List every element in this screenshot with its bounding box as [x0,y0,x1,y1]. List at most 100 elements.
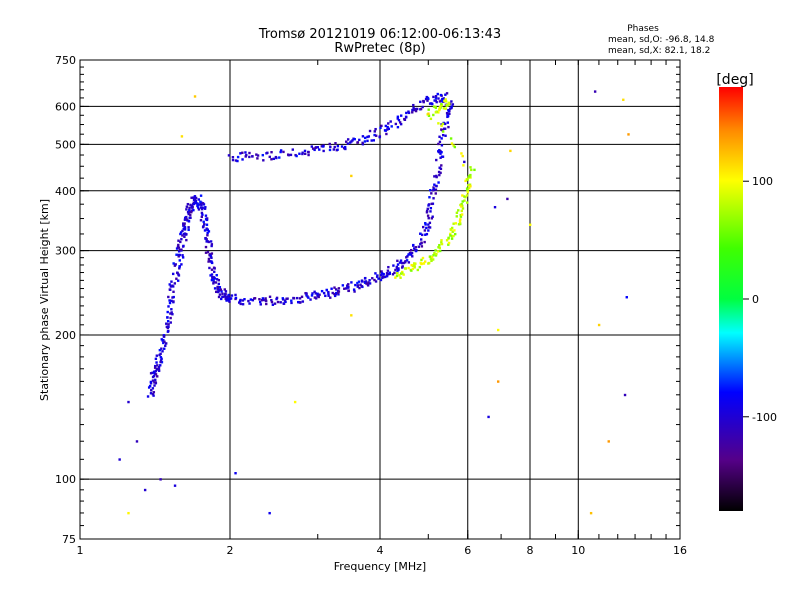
echo-point [434,254,438,257]
echo-point [209,254,212,257]
echo-point [172,290,175,293]
echo-point [154,364,157,368]
echo-point [175,277,178,280]
echo-point [258,298,261,301]
echo-point [157,367,161,371]
echo-point [357,280,361,283]
echo-point [185,233,188,236]
echo-point [164,344,167,347]
echo-point [292,297,296,300]
echo-point [204,206,207,209]
echo-point [324,294,327,298]
echo-point [445,239,449,242]
echo-point [156,375,159,378]
echo-point [149,372,153,375]
echo-point [430,259,433,263]
y-tick-label: 200 [55,329,76,342]
echo-point [201,206,204,209]
echo-point [216,285,219,289]
echo-point [311,292,314,295]
echo-point [328,142,331,146]
echo-point [440,164,443,167]
echo-point [366,139,369,143]
echo-point [214,281,218,284]
echo-point [212,278,215,282]
colorbar-tick-label: 0 [752,293,759,306]
echo-point [159,359,163,362]
echo-point [426,207,429,211]
echo-point [623,393,627,397]
echo-point [353,137,356,141]
echo-point [358,286,361,290]
echo-point [359,283,362,286]
echo-point [243,298,246,301]
echo-point [434,106,438,110]
echo-point [420,241,423,244]
echo-point [398,121,402,124]
echo-point [346,142,350,145]
echo-point [432,105,436,108]
echo-point [200,215,204,219]
echo-point [379,273,383,277]
echo-point [593,90,597,93]
echo-point [452,222,455,225]
echo-point [396,115,400,118]
echo-point [172,295,175,299]
echo-point [185,217,188,221]
echo-point [380,270,383,273]
echo-point [438,100,442,103]
echo-point [247,299,250,303]
echo-point [440,128,443,131]
echo-point [205,217,209,220]
echo-point [176,279,180,282]
y-axis: 75 100 200 300 400 500 600 750 [55,54,680,546]
echo-point [151,375,155,379]
echo-point [167,323,170,326]
echo-point [407,266,410,270]
echo-point [459,215,463,218]
echo-point [368,129,372,133]
echo-point [220,297,223,301]
echo-point [414,109,418,113]
stats-x-mode: mean, sd,X: 82.1, 18.2 [608,46,710,56]
echo-point [397,267,400,270]
echo-point [161,338,165,342]
echo-point [422,225,425,229]
echo-point [431,215,434,218]
echo-point [429,210,432,213]
echo-point [366,135,369,139]
echo-point [434,94,438,98]
echo-point [201,202,205,205]
echo-point [424,223,427,226]
echo-point [152,391,156,394]
echo-point [171,313,174,316]
echo-point [425,232,429,236]
echo-point [450,237,454,240]
echo-point [410,263,413,267]
echo-point [157,365,161,369]
echo-point [435,252,438,256]
echo-point [386,269,390,272]
y-tick-label: 500 [55,138,76,151]
echo-point [440,239,443,242]
echo-point [379,126,382,130]
echo-point [188,210,191,214]
echo-point [458,219,462,223]
echo-point [386,125,389,129]
echo-point [278,156,281,159]
echo-point [217,282,221,286]
echo-point [187,228,190,232]
echo-point [372,139,376,142]
echo-point [423,229,427,232]
echo-point [438,135,441,138]
echo-point [192,202,196,206]
echo-point [337,293,340,296]
echo-point [391,273,395,276]
echo-point [154,378,157,382]
echo-point [210,278,214,282]
echo-point [414,107,417,111]
echo-point [455,211,459,214]
echo-point [282,302,285,305]
echo-point [374,280,378,283]
echo-point [356,281,359,285]
